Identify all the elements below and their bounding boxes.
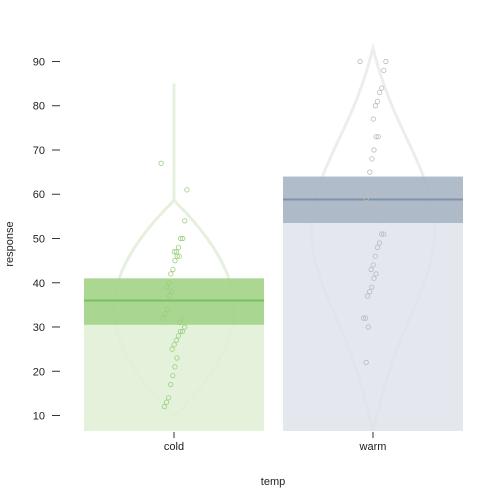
x-axis: cold warm [164, 432, 387, 453]
data-point [373, 271, 379, 277]
data-point [172, 364, 178, 370]
data-point [381, 67, 387, 73]
data-point [175, 333, 181, 339]
y-tick-label: 10 [33, 411, 45, 423]
data-point [180, 328, 186, 335]
y-axis-title: response [4, 221, 16, 266]
data-point [359, 204, 365, 211]
data-point [174, 355, 180, 361]
data-point [158, 160, 164, 166]
data-point [369, 156, 375, 162]
data-point [375, 134, 381, 140]
data-point [370, 262, 376, 268]
x-tick-label-cold: cold [164, 441, 184, 453]
data-point [367, 169, 373, 175]
bars [84, 176, 463, 431]
data-point [170, 373, 176, 379]
ci-band-cold [84, 278, 264, 325]
data-point [178, 235, 184, 242]
points [158, 58, 389, 410]
data-point [173, 337, 179, 343]
data-point [362, 187, 369, 193]
y-tick-label: 80 [33, 101, 45, 113]
y-tick-label: 50 [33, 234, 45, 246]
data-point [374, 244, 380, 250]
data-point [164, 306, 170, 312]
data-point [182, 218, 188, 224]
y-tick-label: 30 [33, 322, 45, 334]
x-tick-label-warm: warm [359, 441, 387, 453]
x-axis-title: temp [261, 476, 285, 488]
data-point [168, 381, 174, 388]
y-tick-label: 20 [33, 366, 45, 378]
data-point [376, 213, 382, 219]
data-point [177, 328, 184, 335]
data-point [374, 98, 381, 104]
data-point [166, 293, 172, 299]
data-point [368, 266, 374, 273]
data-point [364, 293, 371, 299]
data-point [176, 253, 182, 259]
y-tick-label: 90 [33, 56, 45, 68]
y-tick-label: 60 [33, 189, 45, 201]
data-point [370, 116, 376, 122]
data-point [378, 204, 384, 211]
data-point [180, 235, 186, 242]
data-point [172, 258, 178, 264]
data-point [365, 191, 371, 197]
data-point [371, 275, 377, 281]
y-axis: 10 20 30 40 50 60 70 80 90 [33, 56, 60, 423]
data-point [372, 103, 378, 109]
data-point [365, 182, 371, 188]
data-point [166, 280, 172, 286]
data-point [367, 191, 374, 197]
data-point [184, 187, 190, 193]
data-point [171, 249, 177, 255]
data-point [160, 315, 166, 321]
data-point [357, 58, 363, 65]
data-point [383, 58, 389, 65]
data-point [372, 253, 378, 259]
data-point [362, 315, 369, 321]
data-point [161, 404, 167, 410]
data-point [361, 200, 367, 206]
data-point [369, 284, 375, 290]
data-point [373, 134, 379, 140]
data-point [170, 266, 176, 273]
data-point [365, 324, 371, 330]
data-point [168, 289, 175, 295]
data-point [179, 315, 185, 321]
data-point [371, 147, 377, 153]
data-point [163, 399, 170, 405]
data-point [175, 244, 182, 250]
y-tick-label: 40 [33, 278, 45, 290]
y-tick-label: 70 [33, 145, 45, 157]
data-point [376, 89, 383, 96]
bar-warm [283, 199, 463, 431]
data-point [177, 319, 183, 326]
data-point [162, 311, 168, 317]
data-point [164, 284, 170, 290]
data-point [169, 346, 175, 352]
data-point [174, 253, 180, 259]
data-point [166, 395, 172, 401]
data-point [378, 231, 385, 237]
data-point [363, 359, 369, 366]
data-point [381, 231, 387, 237]
data-point [182, 324, 188, 330]
data-point [379, 85, 385, 91]
data-point [363, 196, 369, 202]
data-point [360, 315, 366, 321]
data-point [171, 342, 177, 348]
data-point [367, 289, 373, 295]
data-point [376, 240, 383, 246]
data-point [168, 271, 174, 277]
